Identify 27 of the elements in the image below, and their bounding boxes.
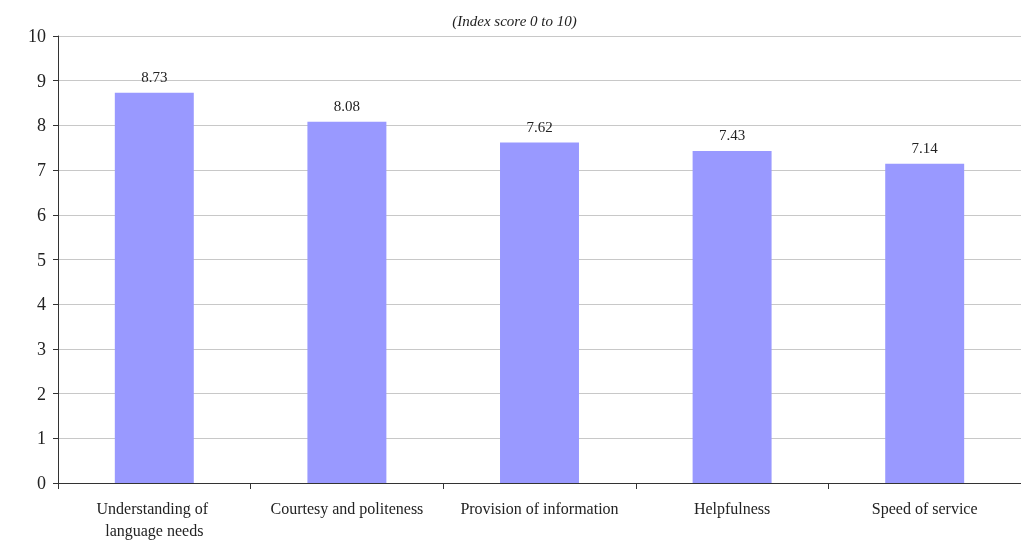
- y-tick-label: 10: [28, 26, 46, 46]
- x-tick-label: Speed of service: [871, 499, 978, 518]
- data-label: 7.14: [911, 140, 939, 157]
- y-tick-label: 7: [37, 160, 46, 181]
- bar: [307, 121, 387, 483]
- chart-subtitle: (Index score 0 to 10): [452, 12, 577, 30]
- y-tick-label: 2: [37, 383, 46, 404]
- y-tick-label: 6: [37, 204, 46, 225]
- data-label: 7.43: [718, 127, 746, 144]
- y-tick-label: 5: [37, 249, 46, 270]
- y-tick-label: 3: [37, 338, 46, 359]
- x-tick-label: Provision of information: [460, 499, 619, 517]
- data-label: 7.62: [526, 118, 553, 135]
- bar: [885, 163, 965, 483]
- x-tick-label: Understanding of language needs: [96, 499, 213, 540]
- bar: [692, 150, 772, 483]
- bar: [500, 142, 579, 483]
- y-tick-label: 9: [37, 70, 46, 91]
- data-label: 8.73: [141, 69, 168, 86]
- bar: [114, 92, 194, 483]
- data-label: 8.08: [333, 98, 361, 115]
- y-tick-label: 1: [37, 428, 46, 449]
- y-tick-label: 4: [37, 294, 46, 315]
- y-tick-label: 0: [37, 473, 46, 493]
- y-tick-label: 8: [37, 115, 46, 136]
- x-tick-label: Courtesy and politeness: [270, 499, 424, 518]
- x-tick-label: Helpfulness: [693, 499, 771, 518]
